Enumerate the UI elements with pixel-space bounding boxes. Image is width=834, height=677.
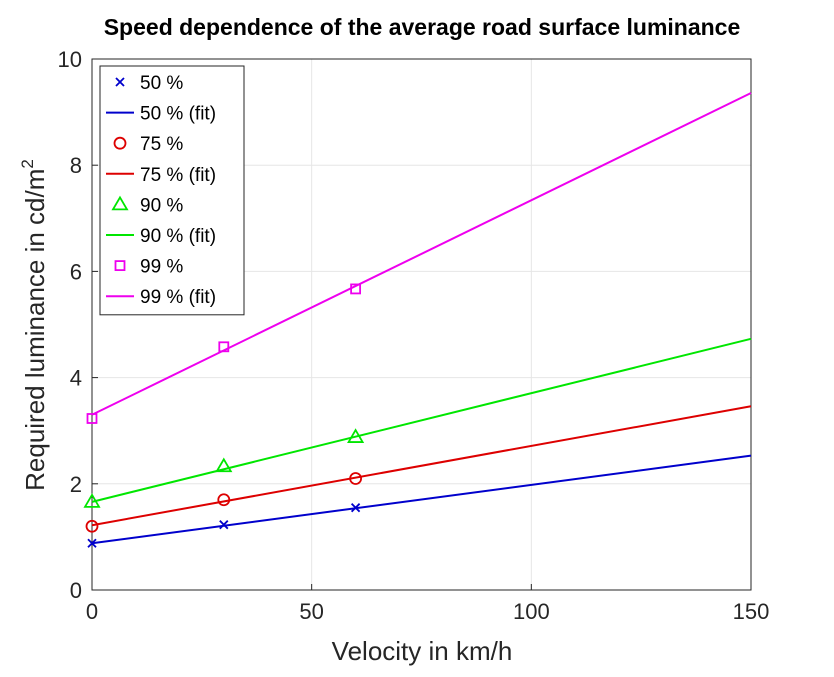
fit-line [91,337,752,503]
x-axis-label: Velocity in km/h [332,636,513,666]
series-group [83,337,752,508]
legend-entry: 75 % (fit) [106,165,216,186]
fit-line [91,92,752,416]
legend-marker [114,260,126,272]
legend-label: 99 % [140,257,183,278]
legend-marker [113,136,127,150]
data-point [86,413,98,424]
y-axis-label-superscript: 2 [18,159,37,168]
data-point [219,520,229,530]
series-group [87,454,752,548]
y-tick-label: 8 [70,153,82,178]
legend-label: 90 % [140,195,183,216]
data-series [83,92,752,548]
y-tick-label: 10 [58,47,82,72]
legend-marker [111,195,129,211]
data-point [217,493,231,507]
series-group [85,405,752,533]
plot-area-frame [91,58,752,591]
legend-entry: 99 % (fit) [106,287,216,308]
y-tick-label: 6 [70,259,82,284]
y-axis-label: Required luminance in cd/m2 [18,159,50,491]
x-tick-label: 100 [513,599,550,624]
legend-entry: 75 % [113,134,183,155]
x-tick-label: 50 [299,599,323,624]
data-point [350,503,361,513]
data-point [350,283,362,295]
legend-label: 75 % [140,134,183,155]
y-axis-label-main: Required luminance in cd/m [20,169,50,491]
y-tick-label: 0 [70,578,82,603]
legend-label: 75 % (fit) [140,165,216,186]
legend-label: 99 % (fit) [140,287,216,308]
axis-ticks: 0 50 100 150 0 2 4 6 8 10 [58,47,770,624]
data-point [218,341,230,353]
legend: 50 % 50 % (fit) 75 % 75 % (fit) 90 % 90 % (fi… [99,65,245,316]
data-point [349,472,363,485]
chart-title: Speed dependence of the average road sur… [104,14,741,40]
legend-marker [115,77,125,87]
legend-label: 50 % [140,73,183,94]
x-tick-label: 0 [86,599,98,624]
series-group [86,92,752,424]
legend-entry: 50 % (fit) [106,104,216,125]
fit-line [91,405,752,527]
legend-label: 50 % (fit) [140,104,216,125]
legend-entry: 90 % (fit) [106,226,216,247]
legend-entry: 99 % [114,257,183,278]
legend-entry: 50 % [115,73,183,94]
legend-box [99,65,245,316]
legend-entry: 90 % [111,195,183,216]
legend-label: 90 % (fit) [140,226,216,247]
fit-line [91,454,752,545]
y-tick-label: 4 [70,366,82,391]
data-point [347,428,365,443]
x-tick-label: 150 [733,599,770,624]
y-tick-label: 2 [70,472,82,497]
data-point [83,493,101,508]
data-point [87,538,97,548]
data-point [215,457,233,473]
data-point [85,519,99,533]
